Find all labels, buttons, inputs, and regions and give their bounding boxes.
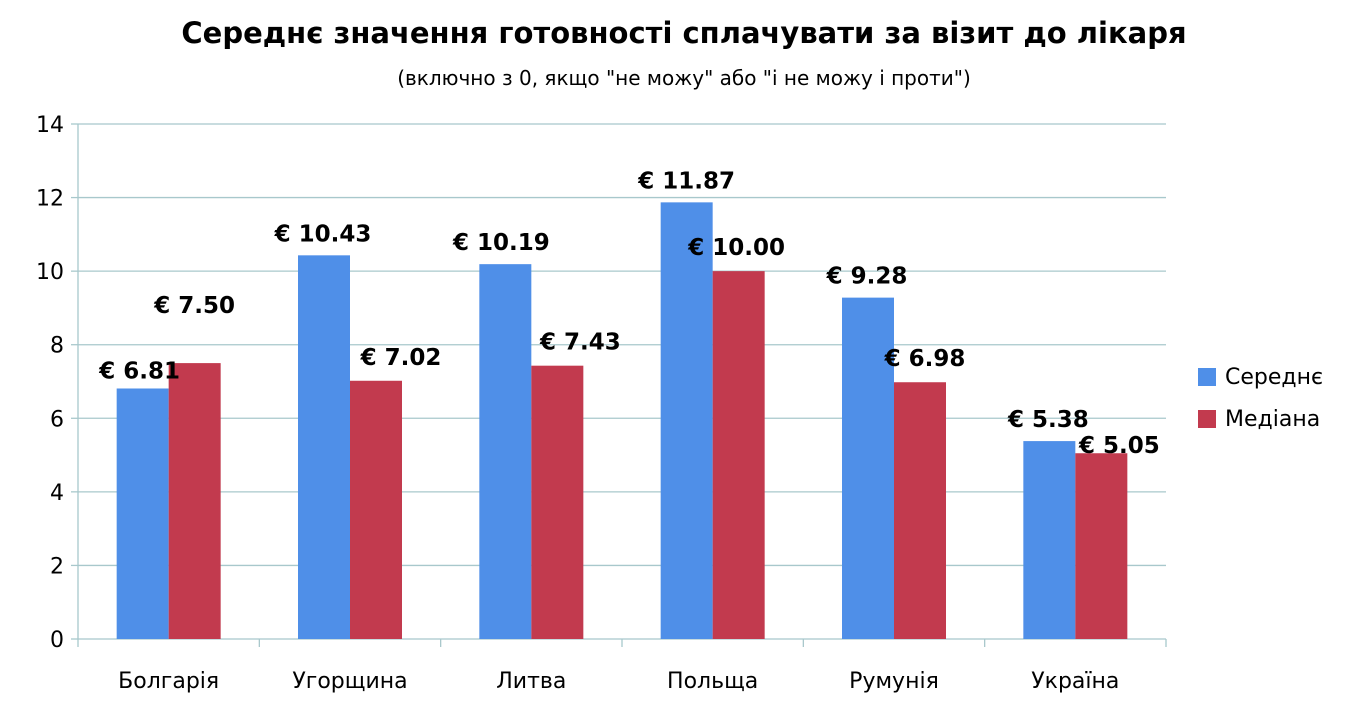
bar-mean-3 [660, 202, 713, 639]
y-tick-label-8: 8 [50, 334, 64, 359]
legend-label-median: Медіана [1225, 406, 1321, 432]
y-tick-label-4: 4 [50, 481, 64, 506]
y-tick-label-0: 0 [50, 628, 64, 653]
x-category-label: Польща [667, 669, 758, 694]
bar-median-3 [712, 271, 765, 639]
bar-median-0 [168, 363, 221, 639]
bar-mean-4 [842, 297, 894, 639]
bars [116, 202, 1128, 639]
data-label-mean-1: € 10.43 [274, 221, 372, 247]
data-label-median-3: € 10.00 [687, 235, 785, 261]
data-label-mean-5: € 5.38 [1007, 407, 1089, 433]
bar-mean-2 [479, 264, 532, 639]
bar-median-4 [894, 382, 946, 639]
chart-subtitle: (включно з 0, якщо "не можу" або "і не м… [397, 66, 971, 90]
x-category-label: Румунія [849, 669, 939, 694]
data-label-median-1: € 7.02 [360, 345, 442, 371]
chart-title: Середнє значення готовності сплачувати з… [181, 16, 1187, 50]
data-label-mean-0: € 6.81 [98, 358, 180, 384]
legend-swatch-mean [1198, 368, 1216, 386]
y-tick-label-2: 2 [50, 554, 64, 579]
data-label-mean-2: € 10.19 [452, 230, 550, 256]
y-tick-label-10: 10 [36, 260, 64, 285]
x-category-label: Болгарія [118, 669, 219, 694]
legend-item-mean: Середнє [1198, 362, 1363, 392]
data-label-median-2: € 7.43 [539, 330, 621, 356]
x-category-label: Україна [1031, 669, 1119, 694]
x-category-label: Угорщина [292, 669, 407, 694]
data-labels: € 6.81€ 10.43 € 10.19€ 11.87€ 9.28€ 5.38€… [98, 168, 1159, 459]
data-label-mean-3: € 11.87 [637, 168, 735, 194]
legend-label-mean: Середнє [1225, 364, 1324, 390]
bar-median-2 [531, 365, 584, 639]
legend-item-median: Медіана [1198, 404, 1363, 434]
bar-mean-5 [1023, 441, 1076, 639]
y-tick-label-12: 12 [36, 187, 64, 212]
bar-median-1 [350, 380, 402, 639]
data-label-median-5: € 5.05 [1078, 433, 1160, 459]
axes: 0 2 4 6 8 10 12 14 Болгарія Угорщина Литва Польща Ру… [36, 113, 1167, 694]
data-label-median-0: € 7.50 [153, 293, 235, 319]
y-tick-label-6: 6 [50, 407, 64, 432]
legend-swatch-median [1198, 410, 1216, 428]
legend: Середнє Медіана [1198, 362, 1363, 446]
data-label-median-4: € 6.98 [884, 346, 966, 372]
x-category-label: Литва [496, 669, 566, 694]
gridlines [78, 123, 1166, 640]
bar-median-5 [1075, 453, 1128, 639]
y-tick-label-14: 14 [36, 113, 64, 138]
bar-mean-1 [298, 255, 350, 639]
data-label-mean-4: € 9.28 [826, 264, 908, 290]
bar-mean-0 [116, 388, 169, 639]
